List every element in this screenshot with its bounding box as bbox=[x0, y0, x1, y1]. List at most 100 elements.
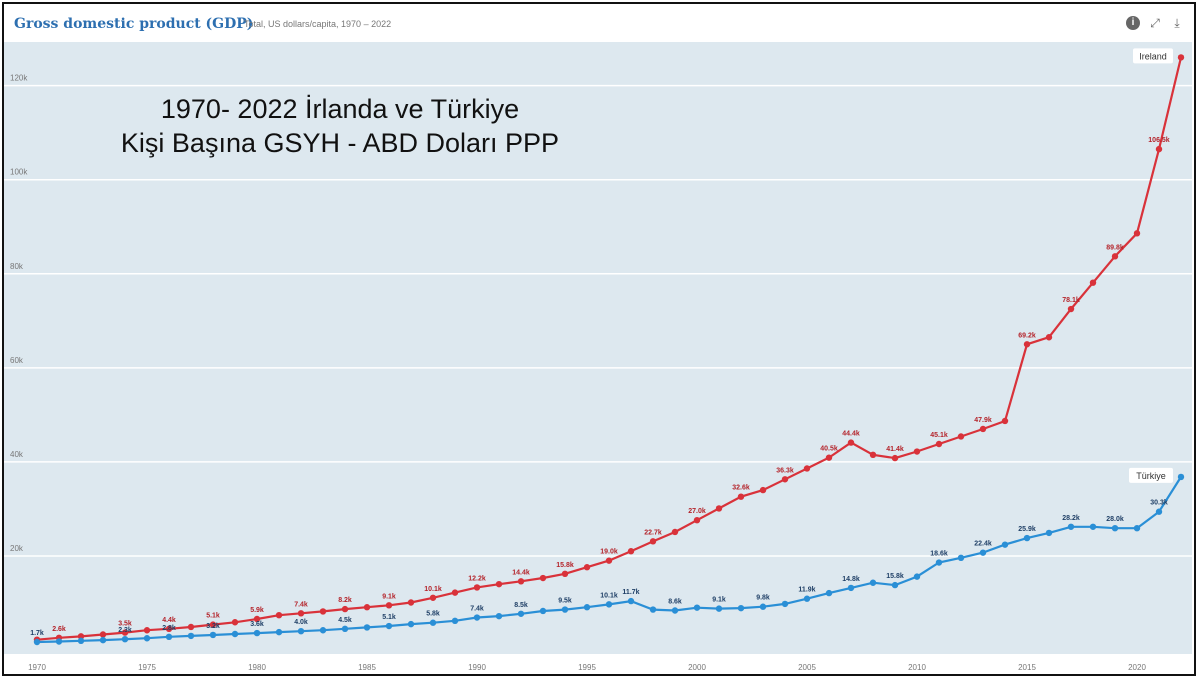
fullscreen-icon[interactable]: ⤢ bbox=[1150, 16, 1160, 30]
data-point-turkiye bbox=[957, 554, 965, 562]
data-point-ireland bbox=[341, 605, 349, 613]
data-point-turkiye bbox=[55, 638, 63, 645]
data-point-ireland bbox=[209, 621, 217, 628]
data-point-ireland bbox=[825, 454, 833, 461]
data-point-ireland bbox=[77, 633, 85, 640]
data-point-turkiye bbox=[979, 549, 987, 556]
data-point-turkiye bbox=[759, 603, 767, 610]
data-label-ireland: 2.6k bbox=[52, 626, 66, 633]
data-point-ireland bbox=[429, 594, 437, 601]
data-point-turkiye bbox=[33, 638, 41, 646]
data-label-turkiye: 7.4k bbox=[470, 606, 484, 613]
data-point-turkiye bbox=[803, 595, 811, 602]
data-point-turkiye bbox=[671, 607, 679, 614]
data-label-ireland: 5.9k bbox=[250, 607, 264, 614]
data-point-ireland bbox=[451, 589, 459, 596]
data-point-turkiye bbox=[253, 629, 261, 637]
plot-area bbox=[4, 42, 1192, 654]
data-label-turkiye: 5.1k bbox=[382, 614, 396, 621]
data-label-ireland: 45.1k bbox=[930, 432, 948, 439]
data-label-ireland: 47.9k bbox=[974, 417, 992, 424]
x-tick-label: 1975 bbox=[138, 663, 156, 672]
data-point-ireland bbox=[1067, 305, 1075, 313]
data-point-ireland bbox=[781, 476, 789, 483]
data-point-turkiye bbox=[781, 600, 789, 608]
data-point-turkiye bbox=[319, 627, 327, 634]
data-point-ireland bbox=[407, 599, 415, 606]
end-label-box-ireland bbox=[1133, 48, 1173, 64]
data-point-ireland bbox=[319, 608, 327, 615]
data-label-turkiye: 3.2k bbox=[206, 623, 220, 630]
data-point-turkiye bbox=[1111, 524, 1119, 532]
data-point-turkiye bbox=[1067, 523, 1075, 530]
data-label-turkiye: 8.5k bbox=[514, 602, 528, 609]
data-point-ireland bbox=[517, 578, 525, 585]
download-icon[interactable]: ⤓ bbox=[1174, 16, 1180, 30]
data-point-ireland bbox=[539, 574, 547, 582]
data-label-turkiye: 8.6k bbox=[668, 598, 682, 605]
data-point-ireland bbox=[583, 564, 591, 571]
data-point-ireland bbox=[979, 425, 987, 433]
y-tick-label: 60k bbox=[10, 356, 24, 365]
data-point-turkiye bbox=[231, 630, 239, 638]
data-point-ireland bbox=[693, 516, 701, 524]
data-point-ireland bbox=[187, 623, 195, 631]
end-label-ireland: Ireland bbox=[1139, 51, 1167, 61]
data-point-turkiye bbox=[539, 607, 547, 615]
data-label-turkiye: 4.5k bbox=[338, 617, 352, 624]
data-point-turkiye bbox=[99, 636, 107, 644]
data-label-turkiye: 11.7k bbox=[622, 589, 639, 596]
chart-title: Gross domestic product (GDP) bbox=[14, 16, 254, 32]
data-label-turkiye: 5.8k bbox=[426, 611, 440, 618]
data-label-ireland: 8.2k bbox=[338, 597, 352, 604]
data-point-turkiye bbox=[495, 612, 503, 620]
data-point-turkiye bbox=[605, 601, 613, 608]
data-point-ireland bbox=[1045, 334, 1053, 341]
overlay-title: 1970- 2022 İrlanda ve Türkiye Kişi Başın… bbox=[20, 92, 660, 160]
data-point-ireland bbox=[957, 433, 965, 440]
x-tick-label: 2020 bbox=[1128, 663, 1146, 672]
data-point-ireland bbox=[1155, 145, 1163, 153]
data-point-turkiye bbox=[583, 604, 591, 611]
data-label-ireland: 27.0k bbox=[688, 508, 706, 515]
overlay-line-1: 1970- 2022 İrlanda ve Türkiye bbox=[160, 94, 520, 124]
x-tick-label: 1970 bbox=[28, 663, 46, 672]
x-tick-label: 2010 bbox=[908, 663, 926, 672]
data-point-turkiye bbox=[1155, 508, 1163, 515]
data-point-ireland bbox=[253, 615, 261, 623]
data-point-ireland bbox=[231, 619, 239, 626]
data-point-ireland bbox=[737, 493, 745, 500]
line-chart: 20k 40k 60k 80k 100k 120k 1970 1975 1980 1985 1990… bbox=[4, 42, 1192, 672]
data-label-turkiye: 22.4k bbox=[974, 541, 992, 548]
data-label-turkiye: 9.5k bbox=[558, 598, 572, 605]
data-point-turkiye bbox=[913, 573, 921, 580]
data-label-ireland: 106.5k bbox=[1148, 137, 1170, 144]
data-label-ireland: 44.4k bbox=[842, 431, 860, 438]
data-label-ireland: 7.4k bbox=[294, 601, 308, 608]
data-point-turkiye bbox=[297, 627, 305, 635]
info-icon[interactable]: i bbox=[1126, 16, 1140, 30]
chart-subtitle: Total, US dollars/capita, 1970 – 2022 bbox=[244, 19, 392, 29]
y-tick-label: 80k bbox=[10, 262, 24, 271]
data-point-turkiye bbox=[715, 605, 723, 612]
data-point-turkiye bbox=[825, 589, 833, 597]
y-tick-label: 120k bbox=[10, 74, 28, 83]
data-point-turkiye bbox=[209, 631, 217, 639]
data-label-turkiye: 9.8k bbox=[756, 595, 770, 602]
data-point-ireland bbox=[715, 505, 723, 512]
data-point-turkiye bbox=[517, 610, 525, 617]
data-point-turkiye bbox=[847, 584, 855, 592]
data-point-turkiye bbox=[451, 617, 459, 625]
data-point-turkiye bbox=[1177, 473, 1185, 481]
data-point-ireland bbox=[1023, 341, 1031, 348]
data-point-turkiye bbox=[429, 619, 437, 626]
data-label-ireland: 14.4k bbox=[512, 569, 530, 576]
data-point-turkiye bbox=[693, 604, 701, 611]
data-label-turkiye: 18.6k bbox=[930, 551, 948, 558]
data-point-turkiye bbox=[891, 581, 899, 589]
data-label-ireland: 9.1k bbox=[382, 593, 396, 600]
data-point-turkiye bbox=[363, 624, 371, 631]
data-point-turkiye bbox=[1023, 534, 1031, 542]
data-label-turkiye: 11.9k bbox=[798, 587, 815, 594]
data-point-turkiye bbox=[341, 625, 349, 633]
